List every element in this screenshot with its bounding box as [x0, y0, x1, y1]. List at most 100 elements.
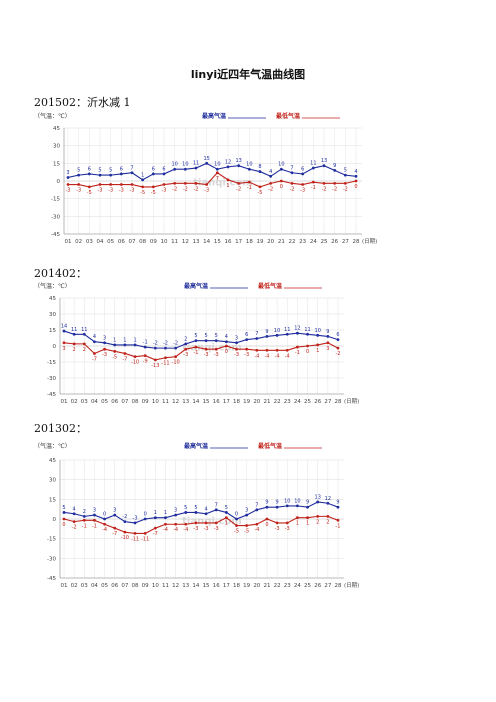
- chart-0-label-high-20: 10: [278, 162, 284, 168]
- chart-0-point-low-14: [215, 171, 219, 175]
- chart-0-point-low-27: [354, 179, 358, 183]
- chart-0-point-low-22: [301, 183, 305, 186]
- chart-0-x-tick-label-7: 08: [139, 239, 146, 245]
- chart-1-x-tick-label-27: 28: [335, 399, 342, 405]
- chart-1-point-high-27: [336, 338, 340, 341]
- chart-1-point-low-9: [153, 358, 157, 362]
- chart-1-label-low-18: -3: [244, 352, 249, 358]
- chart-0-point-high-6: [130, 171, 134, 175]
- chart-2-point-high-26: [326, 501, 330, 505]
- chart-0-point-low-1: [77, 183, 81, 186]
- chart-2-point-high-4: [103, 517, 106, 521]
- chart-2-label-high-11: 3: [174, 508, 177, 514]
- chart-2-point-low-3: [93, 518, 96, 522]
- chart-1-point-high-1: [72, 332, 76, 336]
- chart-2-point-low-15: [214, 521, 218, 525]
- chart-2-y-tick-label-1: 30: [49, 478, 56, 484]
- chart-2-label-high-0: 5: [62, 505, 65, 511]
- chart-0-point-high-14: [215, 167, 219, 171]
- chart-2-point-high-23: [296, 504, 299, 508]
- chart-1-label-high-6: 1: [123, 337, 126, 343]
- chart-0-label-high-11: 10: [182, 162, 188, 168]
- chart-1-point-low-3: [93, 352, 96, 355]
- chart-2-label-low-14: -3: [204, 526, 209, 532]
- chart-1-label-high-21: 10: [274, 328, 280, 334]
- chart-1-x-tick-label-21: 22: [274, 399, 281, 405]
- chart-1-label-high-22: 11: [284, 327, 290, 333]
- chart-2-point-low-18: [245, 524, 249, 527]
- chart-2-label-low-26: 2: [326, 519, 329, 525]
- chart-2-point-high-16: [224, 511, 228, 514]
- chart-1-label-high-14: 5: [204, 333, 207, 339]
- chart-1-y-tick-label-5: -30: [47, 376, 56, 382]
- chart-0-point-high-8: [151, 172, 155, 176]
- chart-1-point-high-6: [123, 343, 127, 347]
- chart-2-label-high-27: 9: [336, 500, 339, 506]
- chart-0-x-tick-label-9: 10: [161, 239, 168, 245]
- chart-2-label-high-23: 10: [294, 498, 300, 504]
- chart-0-point-high-11: [183, 167, 187, 171]
- chart-1-label-low-27: -2: [336, 351, 341, 357]
- chart-0-point-low-13: [205, 183, 209, 186]
- chart-0-x-tick-label-16: 17: [235, 239, 242, 245]
- chart-2-x-tick-label-3: 04: [91, 583, 98, 589]
- chart-2-x-tick-label-7: 08: [132, 583, 139, 589]
- chart-2-label-low-3: -1: [92, 523, 97, 529]
- chart-0-legend-high-label: 最高气温: [202, 112, 226, 120]
- chart-0-label-high-2: 6: [88, 166, 91, 172]
- chart-2-x-tick-label-16: 17: [223, 583, 230, 589]
- chart-2-y-tick-label-0: 45: [49, 458, 56, 464]
- chart-2-label-high-13: 5: [194, 505, 197, 511]
- chart-0-x-tick-label-13: 14: [203, 239, 210, 245]
- chart-0-point-high-4: [109, 173, 113, 177]
- chart-0-label-high-1: 5: [77, 168, 80, 174]
- chart-0-legend-low-label: 最低气温: [276, 112, 300, 120]
- chart-1-label-high-26: 9: [326, 329, 329, 335]
- chart-2-point-low-24: [306, 516, 309, 520]
- chart-2-label-high-10: 1: [164, 510, 167, 516]
- chart-1-label-low-12: -3: [183, 352, 188, 358]
- chart-0-label-low-11: -2: [183, 186, 188, 192]
- chart-0-x-tick-label-18: 19: [257, 239, 264, 245]
- chart-1-point-high-18: [245, 338, 249, 341]
- chart-0-point-high-5: [119, 172, 123, 176]
- chart-1-label-high-25: 10: [315, 328, 321, 334]
- chart-1-y-tick-label-1: 30: [49, 312, 56, 318]
- chart-2-point-high-0: [62, 511, 66, 514]
- chart-2-point-high-24: [306, 505, 309, 509]
- chart-1-point-high-0: [62, 329, 66, 333]
- chart-0-x-tick-label-6: 07: [129, 239, 136, 245]
- chart-0-point-high-7: [141, 178, 145, 182]
- chart-1-point-low-19: [255, 348, 259, 352]
- chart-2-x-tick-label-23: 24: [294, 583, 301, 589]
- chart-0-label-low-10: -2: [172, 186, 177, 192]
- chart-0-label-high-22: 6: [301, 166, 304, 172]
- chart-1-label-low-16: 0: [225, 349, 228, 355]
- chart-0-label-high-18: 8: [258, 164, 261, 170]
- chart-1-x-tick-label-16: 17: [223, 399, 230, 405]
- section-title-2014: 201402：: [34, 267, 87, 280]
- chart-0-point-high-1: [77, 173, 81, 177]
- chart-1-point-low-10: [164, 356, 167, 360]
- chart-1-point-high-23: [296, 331, 299, 335]
- chart-1-x-tick-label-19: 20: [253, 399, 260, 405]
- chart-1-x-tick-label-5: 06: [111, 399, 118, 405]
- chart-0-label-high-27: 4: [354, 169, 357, 175]
- chart-1-point-low-20: [265, 348, 269, 352]
- chart-2-point-high-6: [123, 520, 127, 524]
- chart-0-point-low-0: [66, 183, 70, 186]
- chart-2-legend-high-label: 最高气温: [184, 442, 208, 450]
- chart-1-label-high-13: 5: [194, 333, 197, 339]
- chart-1-label-low-10: -11: [161, 361, 169, 367]
- chart-1-point-high-17: [235, 341, 238, 345]
- chart-0-x-tick-label-21: 22: [289, 239, 296, 245]
- chart-1-point-low-25: [316, 343, 320, 347]
- chart-2-point-high-2: [82, 514, 86, 518]
- chart-0-y-tick-label-0: 45: [53, 126, 60, 132]
- chart-0-label-low-26: -2: [343, 186, 348, 192]
- chart-1-point-low-16: [224, 344, 228, 348]
- chart-2-watermark: tianqi.com: [182, 516, 242, 527]
- chart-0-point-high-21: [290, 171, 294, 175]
- chart-1-point-low-21: [275, 348, 279, 352]
